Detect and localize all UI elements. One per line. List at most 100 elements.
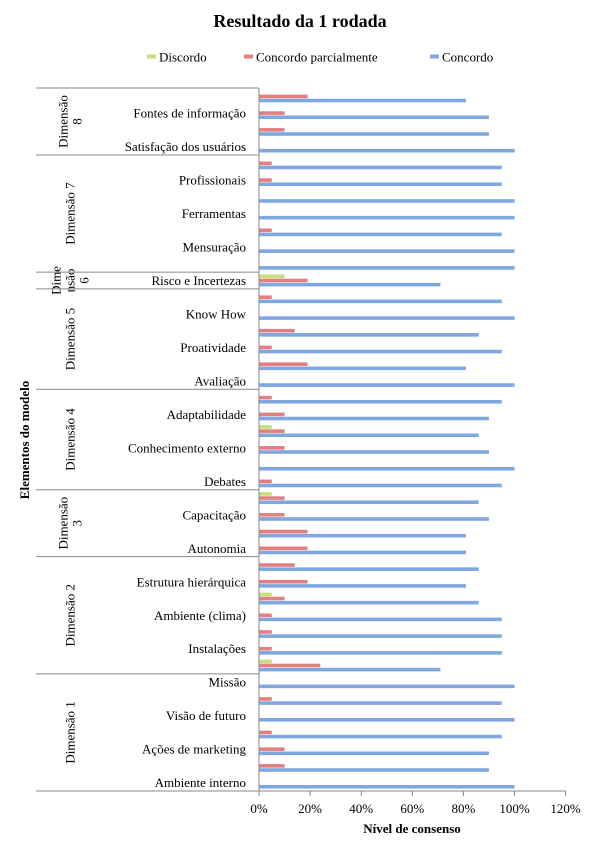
y-axis-title: Elementos do modelo (17, 381, 32, 499)
bar-concordo-parcialmente-12 (259, 278, 308, 283)
bar-discordo-25 (259, 492, 272, 496)
legend-swatch-concordo (430, 54, 439, 59)
bar-concordo-29 (259, 567, 479, 571)
bar-concordo-16 (259, 349, 502, 354)
category-label: Avaliação (194, 373, 246, 388)
bar-concordo-9 (259, 232, 502, 237)
category-label: Satisfação dos usuários (125, 139, 246, 154)
bar-concordo-20 (259, 416, 489, 421)
legend-label-discordo: Discordo (159, 50, 207, 65)
bar-concordo-36 (259, 684, 515, 689)
category-label: Risco e Incertezas (151, 273, 246, 288)
bar-concordo-35 (259, 667, 441, 672)
category-label: Autonomia (188, 541, 247, 556)
dimension-label-3: Dime nsão 6 (49, 266, 92, 295)
dimension-label-line: Dime (49, 266, 64, 295)
category-label: Conhecimento externo (128, 440, 246, 455)
bar-concordo-parcialmente-32 (259, 613, 272, 618)
bar-concordo-parcialmente-40 (259, 747, 285, 751)
bar-concordo-26 (259, 517, 489, 521)
category-label: Ambiente (clima) (154, 608, 246, 623)
dimension-label-line: Dimensão 7 (63, 182, 78, 245)
bar-concordo-18 (259, 383, 515, 387)
dimension-label-5: Dimensão 4 (63, 408, 78, 471)
bar-discordo-21 (259, 425, 272, 429)
bar-concordo-parcialmente-39 (259, 730, 272, 735)
bar-concordo-parcialmente-34 (259, 646, 272, 651)
category-label: Proatividade (180, 340, 246, 355)
bar-concordo-21 (259, 433, 479, 438)
bar-concordo-24 (259, 483, 502, 488)
bar-concordo-7 (259, 199, 515, 203)
bar-concordo-4 (259, 148, 515, 153)
x-tick-labels: 0% 20% 40% 60% 80% 100% 120% (250, 801, 581, 816)
bar-concordo-1 (259, 98, 466, 103)
dimension-label-line: Dimensão 2 (63, 584, 78, 646)
x-axis-title: Nível de consenso (363, 821, 461, 836)
bar-concordo-11 (259, 266, 515, 270)
bar-concordo-parcialmente-26 (259, 513, 285, 517)
dimension-label-6: Dimensão 3 (56, 497, 85, 550)
x-tick-label: 60% (400, 801, 424, 816)
bar-concordo-38 (259, 718, 515, 722)
category-label: Instalações (188, 641, 246, 656)
category-label: Mensuração (182, 240, 246, 255)
bar-concordo-12 (259, 282, 441, 287)
dimension-label-line: Dimensão (56, 497, 71, 550)
bar-concordo-15 (259, 333, 479, 337)
dimension-label-line: 3 (70, 520, 85, 527)
x-tick-label: 100% (499, 801, 530, 816)
legend: Discordo Concordo parcialmente Concordo (147, 50, 493, 65)
legend-swatch-concordo-parcialmente (244, 54, 253, 59)
bar-concordo-parcialmente-16 (259, 345, 272, 350)
bar-concordo-22 (259, 450, 489, 454)
legend-swatch-discordo (147, 54, 156, 59)
bar-concordo-30 (259, 584, 466, 588)
bar-concordo-25 (259, 500, 479, 505)
category-label: Know How (186, 306, 247, 321)
bar-concordo-14 (259, 316, 515, 320)
x-tick-label: 20% (298, 801, 322, 816)
legend-label-concordo-parcialmente: Concordo parcialmente (256, 50, 378, 65)
category-label: Capacitação (182, 507, 246, 522)
x-tick-label: 0% (250, 801, 268, 816)
bar-concordo-41 (259, 768, 489, 772)
x-tick-label: 40% (349, 801, 373, 816)
bar-concordo-parcialmente-37 (259, 697, 272, 701)
bar-concordo-parcialmente-15 (259, 328, 295, 333)
bar-concordo-parcialmente-35 (259, 663, 321, 668)
category-label: Fontes de informação (133, 106, 246, 121)
dimension-label-line: Dimensão 1 (63, 701, 78, 763)
bar-concordo-3 (259, 132, 489, 136)
bars (259, 94, 515, 789)
bar-concordo-parcialmente-13 (259, 295, 272, 300)
dimension-label-4: Dimensão 5 (63, 308, 78, 370)
bar-concordo-parcialmente-41 (259, 764, 285, 768)
bar-concordo-parcialmente-19 (259, 395, 272, 400)
x-tick-label: 120% (550, 801, 581, 816)
bar-concordo-27 (259, 533, 466, 538)
chart-title: Resultado da 1 rodada (213, 11, 386, 31)
bar-discordo-12 (259, 274, 285, 279)
bar-concordo-23 (259, 466, 515, 471)
dimension-label-line: Dimensão 4 (63, 408, 78, 471)
bar-concordo-parcialmente-3 (259, 128, 285, 132)
dimension-label-7: Dimensão 2 (63, 584, 78, 646)
bar-concordo-39 (259, 734, 502, 739)
category-label: Ações de marketing (142, 742, 246, 757)
dimension-label-line: Dimensão 5 (63, 308, 78, 370)
bar-discordo-35 (259, 659, 272, 664)
bar-concordo-parcialmente-22 (259, 446, 285, 450)
bar-concordo-parcialmente-1 (259, 94, 308, 99)
bar-concordo-parcialmente-17 (259, 362, 308, 366)
bar-concordo-parcialmente-20 (259, 412, 285, 417)
bar-concordo-parcialmente-5 (259, 161, 272, 166)
bar-concordo-32 (259, 617, 502, 622)
bar-concordo-8 (259, 215, 515, 220)
category-label: Estrutura hierárquica (137, 574, 247, 589)
bar-concordo-42 (259, 784, 515, 789)
category-label: Ferramentas (182, 206, 246, 221)
bar-concordo-parcialmente-25 (259, 496, 285, 500)
